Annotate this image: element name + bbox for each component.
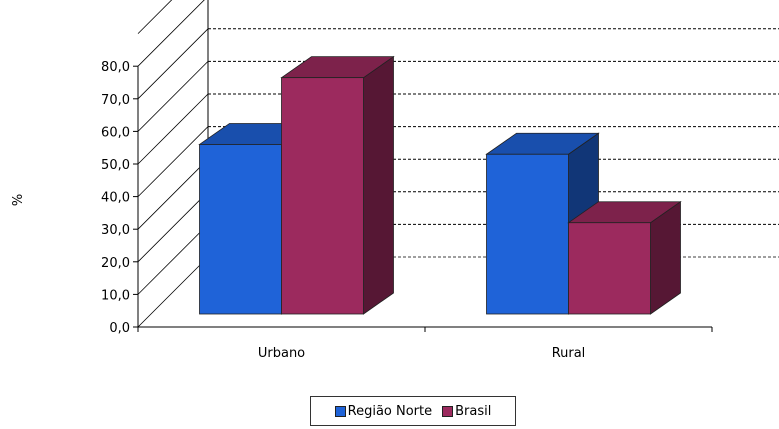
axes — [133, 65, 713, 332]
gridline-diagonal — [137, 126, 209, 197]
gridline-diagonal — [137, 61, 209, 132]
legend: Região Norte Brasil — [310, 396, 516, 426]
bar — [280, 55, 395, 315]
y-tick-label: 40,0 — [101, 191, 130, 206]
gridline-diagonal — [137, 0, 205, 67]
legend-item-brasil: Brasil — [442, 404, 491, 419]
y-tick-label: 20,0 — [101, 256, 130, 271]
gridline-diagonal — [137, 28, 209, 100]
gridline-diagonal — [137, 191, 209, 263]
bars — [198, 55, 682, 315]
legend-label-regiao-norte: Região Norte — [347, 403, 433, 419]
y-tick-label: 50,0 — [101, 158, 130, 173]
gridline-diagonal — [137, 158, 209, 230]
bar-front — [281, 77, 364, 315]
bar-side — [363, 55, 394, 315]
bar-front — [568, 222, 651, 315]
gridline-diagonal — [137, 0, 173, 34]
y-tick-label: 0,0 — [109, 321, 130, 336]
axis-labels: 0,0 10,0 20,0 30,0 40,0 50,0 60,0 70,0 80,0 Urban… — [101, 60, 585, 361]
gridline-diagonal — [137, 256, 209, 328]
y-tick-label: 70,0 — [101, 93, 130, 108]
legend-label-brasil: Brasil — [455, 403, 492, 419]
bar — [567, 200, 682, 315]
y-tick-label: 30,0 — [101, 223, 130, 238]
y-tick-label: 10,0 — [101, 288, 130, 303]
y-tick-label: 60,0 — [101, 125, 130, 140]
legend-item-regiao-norte: Região Norte — [334, 403, 433, 419]
legend-swatch-regiao-norte — [334, 405, 346, 417]
bar-front — [199, 144, 282, 315]
gridline-diagonal — [137, 224, 209, 295]
x-tick-label: Rural — [552, 346, 586, 361]
x-tick-label: Urbano — [258, 346, 305, 361]
y-axis-label: % — [11, 194, 26, 206]
y-tick-label: 80,0 — [101, 60, 130, 75]
legend-swatch-brasil — [442, 405, 454, 417]
bar-front — [486, 153, 569, 315]
gridline-diagonal — [137, 93, 209, 165]
